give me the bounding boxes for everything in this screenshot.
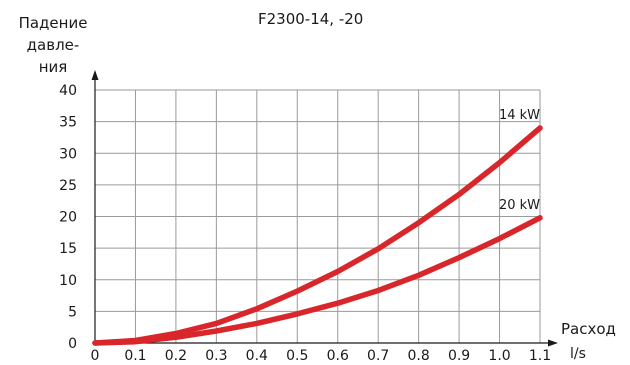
y-axis-arrow [91,70,99,80]
x-tick-label: 0 [91,348,100,364]
y-tick-label: 0 [68,336,77,352]
y-tick-labels: 0 5 10 15 20 25 30 35 40 [59,83,77,352]
x-tick-label: 0.1 [124,348,146,364]
y-tick-label: 30 [59,146,77,162]
x-tick-label: 1.0 [488,348,510,364]
series-line-2 [92,215,543,346]
x-tick-labels: 0 0.1 0.2 0.3 0.4 0.5 0.6 0.7 0.8 0.9 1.0 1.1 [91,348,552,364]
x-tick-label: 0.5 [286,348,308,364]
y-tick-label: 15 [59,241,77,257]
x-tick-label: 0.7 [367,348,389,364]
x-tick-label: 0.6 [327,348,349,364]
series-line-1 [92,125,543,346]
x-tick-label: 0.8 [408,348,430,364]
y-axis-label: Падение давле- ния [18,12,88,78]
x-tick-label: 0.3 [205,348,227,364]
x-axis-unit: l/s [570,346,586,362]
y-tick-label: 25 [59,178,77,194]
axes [91,70,558,347]
y-tick-label: 5 [68,304,77,320]
chart-title: F2300-14, -20 [258,10,364,28]
series-lines [92,125,543,346]
y-tick-label: 40 [59,83,77,99]
grid [95,89,541,343]
x-tick-label: 0.9 [448,348,470,364]
series-label-2: 20 kW [499,198,540,213]
x-tick-label: 1.1 [529,348,551,364]
y-axis-label-line-2: давле- [26,36,80,54]
x-tick-label: 0.4 [246,348,268,364]
x-axis-label: Расход [561,320,616,338]
y-tick-label: 20 [59,210,77,226]
y-tick-label: 35 [59,115,77,131]
y-tick-label: 10 [59,273,77,289]
y-axis-label-line-1: Падение [18,14,88,32]
series-label-1: 14 kW [499,108,540,123]
series-labels: 14 kW 20 kW [499,108,540,213]
y-axis-label-line-3: ния [38,58,68,76]
x-tick-label: 0.2 [165,348,187,364]
x-axis-arrow [548,339,558,347]
